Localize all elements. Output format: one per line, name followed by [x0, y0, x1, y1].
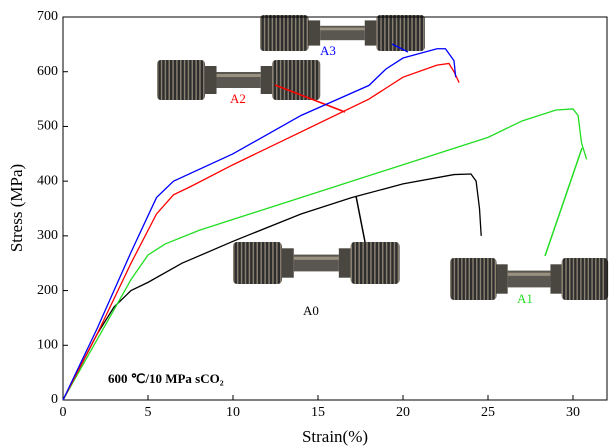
y-tick-label: 200: [37, 283, 58, 298]
x-tick-label: 20: [396, 405, 410, 420]
arrows: [274, 43, 583, 257]
series-line: [62, 173, 482, 401]
series-label: A3: [320, 43, 336, 58]
y-tick-label: 700: [37, 9, 58, 24]
series-label: A0: [303, 303, 319, 318]
y-tick-label: 100: [37, 338, 58, 353]
series-line: [62, 48, 457, 401]
x-tick-label: 5: [145, 405, 152, 420]
y-tick-label: 300: [37, 228, 58, 243]
y-tick-label: 400: [37, 173, 58, 188]
y-tick-label: 0: [51, 392, 58, 407]
y-tick-label: 500: [37, 119, 58, 134]
series-line: [62, 108, 588, 401]
plot-frame: [62, 16, 608, 401]
x-axis-label: Strain(%): [302, 427, 368, 446]
series-label: A2: [230, 91, 246, 106]
annotation: 600 ℃/10 MPa sCO₂: [108, 371, 224, 386]
x-tick-label: 10: [226, 405, 240, 420]
series-line: [62, 62, 460, 401]
series-label: A1: [517, 291, 533, 306]
y-axis-label: Stress (MPa): [7, 164, 26, 252]
y-tick-label: 600: [37, 64, 58, 79]
x-tick-label: 25: [481, 405, 495, 420]
x-tick-label: 0: [60, 405, 67, 420]
x-tick-label: 15: [311, 405, 325, 420]
x-tick-label: 30: [566, 405, 580, 420]
